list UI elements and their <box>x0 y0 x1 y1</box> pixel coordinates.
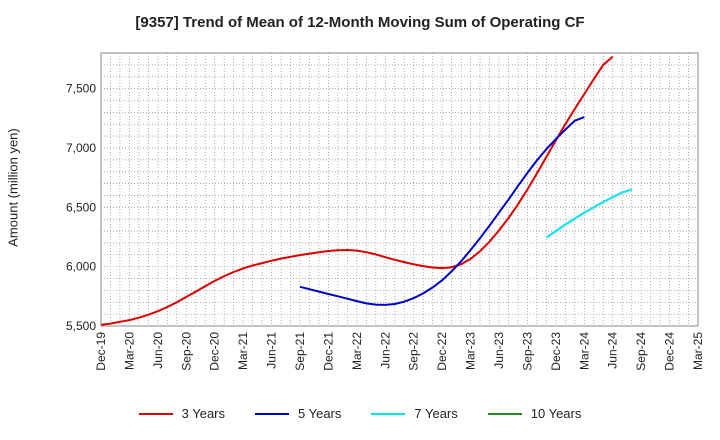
x-tick-label: Dec-20 <box>208 332 222 371</box>
x-tick-label: Sep-21 <box>293 332 307 371</box>
legend-item-3-years: 3 Years <box>138 406 225 421</box>
legend-swatch <box>138 412 173 415</box>
series-line-7-years <box>545 188 633 239</box>
x-tick-label: Mar-24 <box>577 332 591 370</box>
legend-item-5-years: 5 Years <box>255 406 341 421</box>
x-tick-label: Jun-24 <box>606 332 620 369</box>
x-tick-label: Sep-24 <box>634 332 648 371</box>
series-line-3-years <box>100 55 614 326</box>
legend: 3 Years 5 Years 7 Years 10 Years <box>0 406 720 421</box>
x-tick-label: Sep-23 <box>520 332 534 371</box>
grid-lines <box>100 52 699 327</box>
x-tick-label: Jun-20 <box>151 332 165 369</box>
y-tick-label: 7,500 <box>66 82 96 96</box>
plot-frame <box>100 52 699 327</box>
x-tick-label: Dec-24 <box>663 332 677 371</box>
chart-title: [9357] Trend of Mean of 12-Month Moving … <box>135 14 585 31</box>
series-line-5-years <box>299 116 585 306</box>
series-lines <box>100 55 633 326</box>
x-tick-label: Dec-19 <box>94 332 108 371</box>
y-tick-label: 6,500 <box>66 200 96 214</box>
x-tick-label: Jun-23 <box>492 332 506 369</box>
legend-label: 3 Years <box>181 406 225 421</box>
y-tick-label: 6,000 <box>66 260 96 274</box>
y-tick-label: 7,000 <box>66 141 96 155</box>
y-tick-labels: 5,500 6,000 6,500 7,000 7,500 <box>66 82 96 333</box>
legend-swatch <box>487 412 522 415</box>
x-tick-label: Dec-23 <box>549 332 563 371</box>
x-tick-label: Mar-20 <box>122 332 136 370</box>
x-tick-labels: Dec-19 Mar-20 Jun-20 Sep-20 Dec-20 Mar-21 Jun-… <box>94 332 705 371</box>
legend-swatch <box>255 412 289 415</box>
x-tick-label: Jun-21 <box>265 332 279 369</box>
y-tick-label: 5,500 <box>66 319 96 333</box>
x-tick-label: Mar-21 <box>236 332 250 370</box>
legend-label: 5 Years <box>298 406 342 421</box>
x-tick-label: Sep-20 <box>179 332 193 371</box>
legend-item-7-years: 7 Years <box>371 406 458 421</box>
legend-label: 7 Years <box>414 406 458 421</box>
x-tick-label: Dec-21 <box>321 332 335 371</box>
x-tick-label: Mar-23 <box>464 332 478 370</box>
legend-label: 10 Years <box>530 406 582 421</box>
x-tick-label: Mar-22 <box>350 332 364 370</box>
x-tick-label: Mar-25 <box>691 332 705 370</box>
legend-item-10-years: 10 Years <box>487 406 582 421</box>
legend-swatch <box>371 412 406 415</box>
x-tick-label: Jun-22 <box>378 332 392 369</box>
x-tick-label: Sep-22 <box>407 332 421 371</box>
x-tick-label: Dec-22 <box>435 332 449 371</box>
